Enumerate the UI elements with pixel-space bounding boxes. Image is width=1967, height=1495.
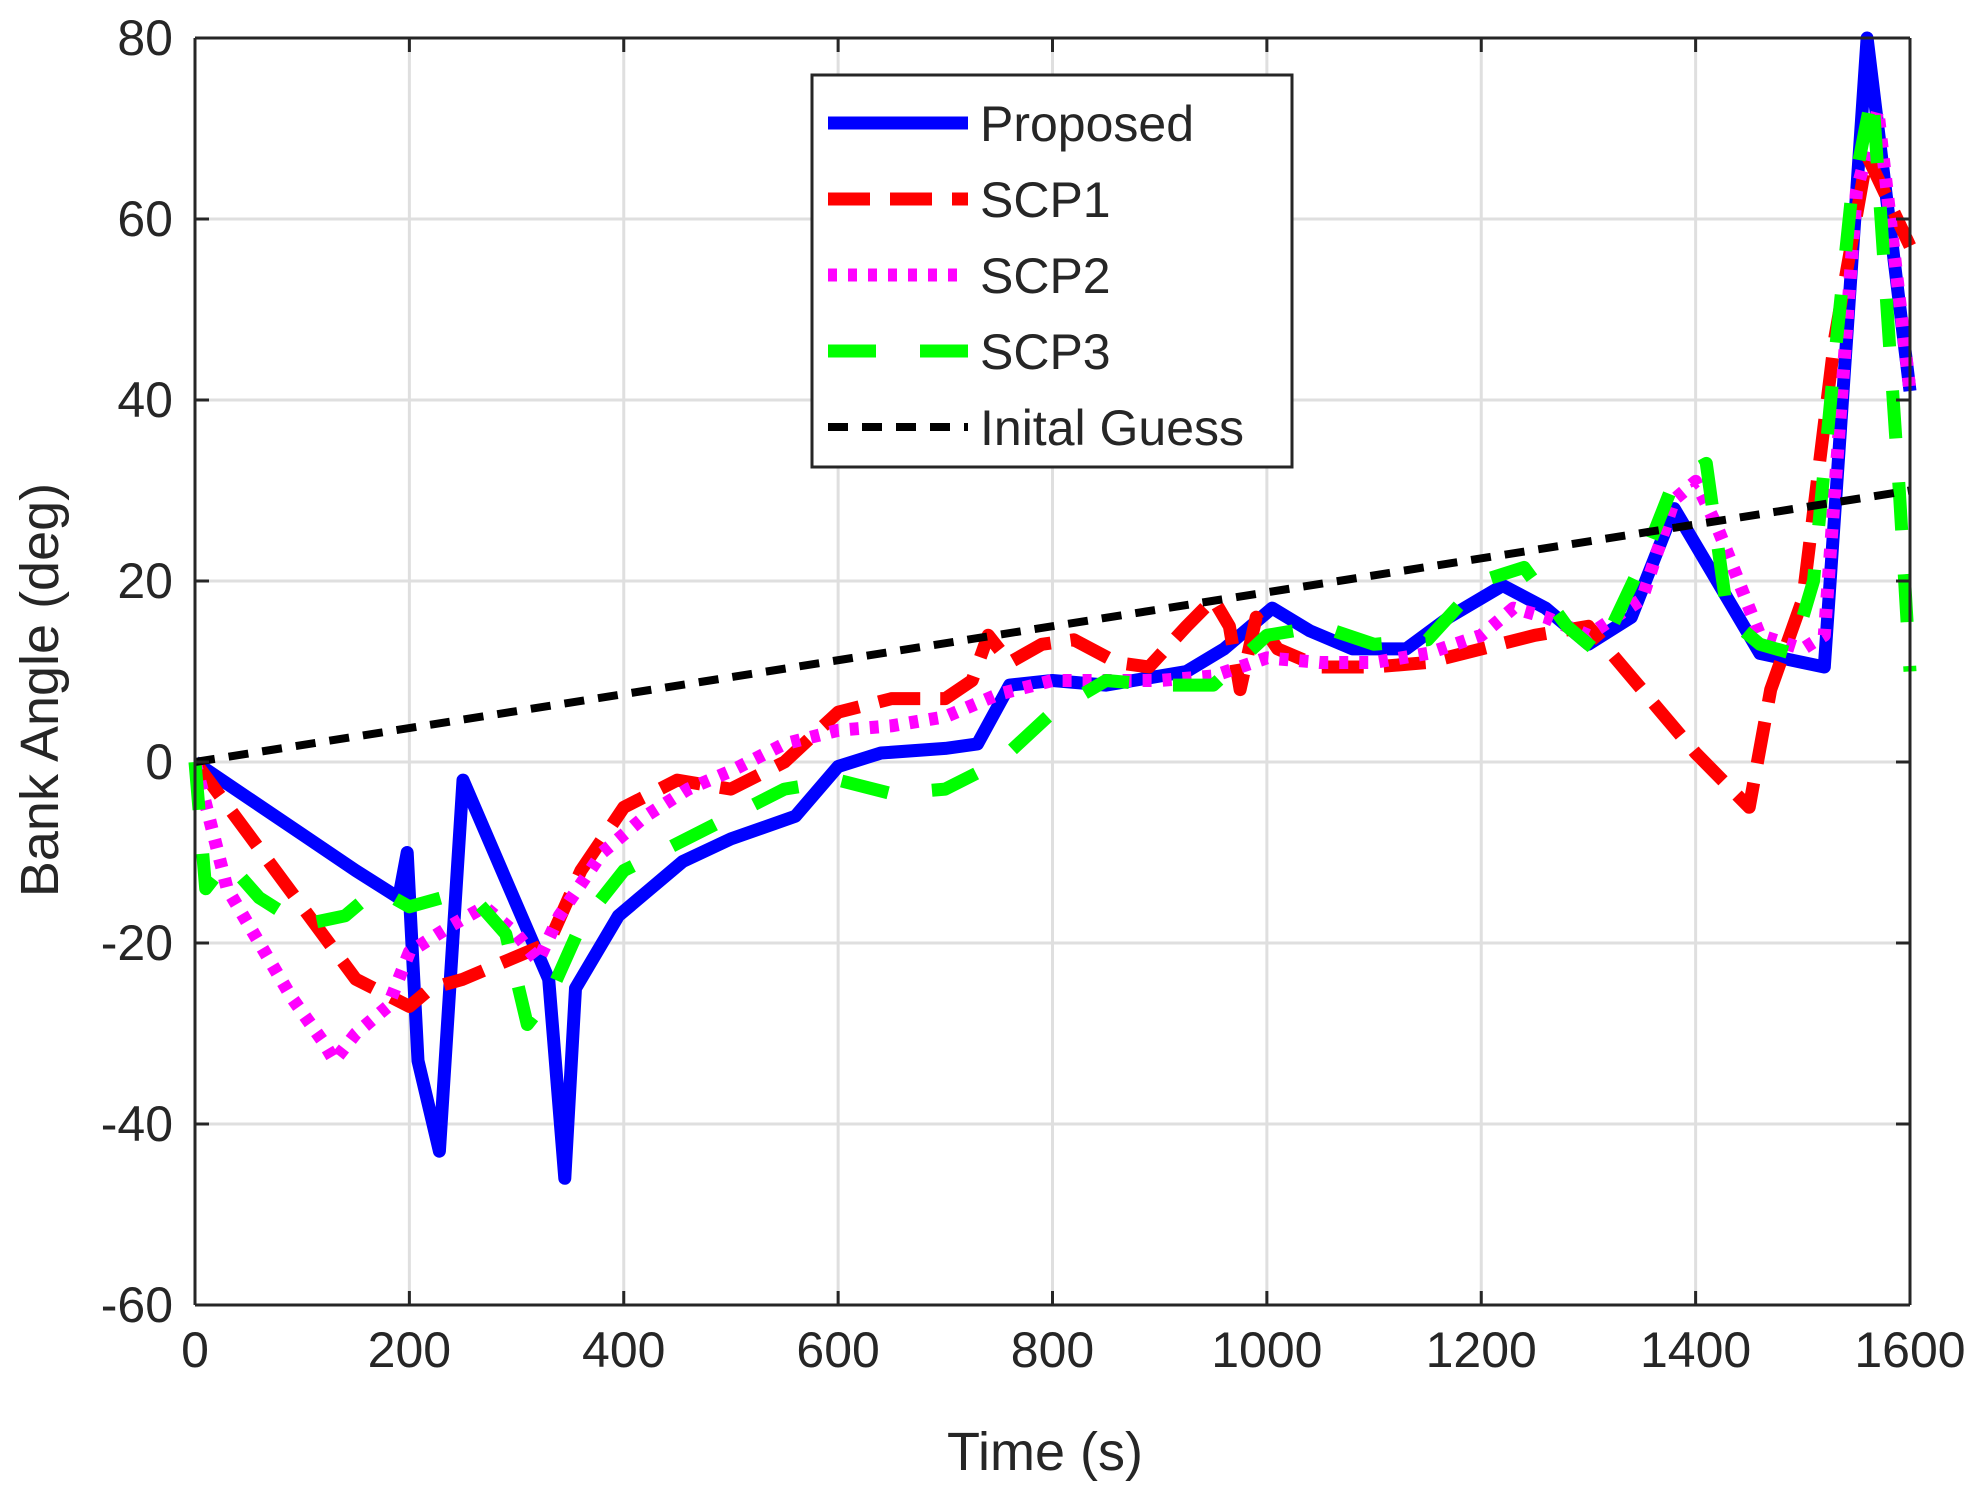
x-tick-label: 0 [181, 1322, 209, 1378]
y-tick-label: 80 [117, 10, 173, 66]
x-tick-label: 800 [1011, 1322, 1094, 1378]
y-tick-label: 20 [117, 553, 173, 609]
series-line-scp3 [188, 85, 1917, 1031]
x-tick-label: 1000 [1211, 1322, 1322, 1378]
y-tick-label: 60 [117, 191, 173, 247]
y-tick-label: -20 [101, 915, 173, 971]
legend-label-proposed: Proposed [980, 96, 1194, 152]
legend-label-scp3: SCP3 [980, 324, 1111, 380]
y-tick-label: -40 [101, 1096, 173, 1152]
series-line-proposed [191, 31, 1917, 1185]
series-layer [188, 31, 1917, 1185]
x-tick-label: 200 [368, 1322, 451, 1378]
x-tick-label: 600 [796, 1322, 879, 1378]
x-tick-label: 1400 [1640, 1322, 1751, 1378]
x-tick-label: 1200 [1426, 1322, 1537, 1378]
x-axis-label: Time (s) [947, 1422, 1143, 1482]
y-tick-label: 40 [117, 372, 173, 428]
y-axis-label: Bank Angle (deg) [10, 483, 70, 897]
x-tick-label: 400 [582, 1322, 665, 1378]
legend: Proposed SCP1 SCP2 SCP3 Inital Guess [810, 73, 1294, 469]
legend-label-inital-guess: Inital Guess [980, 400, 1244, 456]
tick-label-layer: 0 200 400 600 800 1000 1200 1400 1600 -60 -40 -20 0 2… [101, 10, 1966, 1378]
legend-label-scp2: SCP2 [980, 248, 1111, 304]
legend-label-scp1: SCP1 [980, 172, 1111, 228]
y-tick-label: -60 [101, 1277, 173, 1333]
series-line-scp1 [189, 149, 1916, 1013]
axes-layer [193, 36, 1912, 1307]
series-line-inital-guess [194, 486, 1911, 766]
y-tick-label: 0 [145, 734, 173, 790]
x-tick-label: 1600 [1854, 1322, 1965, 1378]
